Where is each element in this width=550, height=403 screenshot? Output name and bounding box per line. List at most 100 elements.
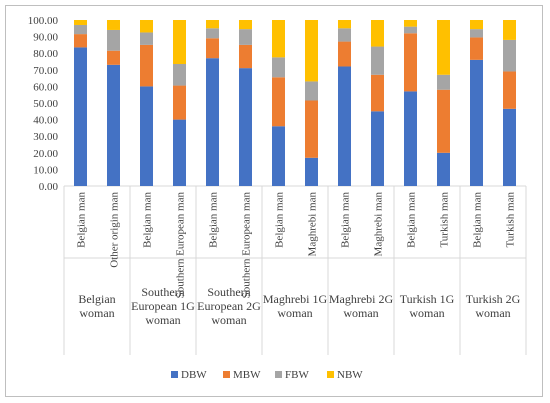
group-label: woman: [343, 306, 378, 320]
y-tick-label: 70.00: [33, 65, 58, 77]
bar-segment-fbw: [140, 32, 153, 45]
bar-segment-mbw: [272, 77, 285, 127]
group-label: woman: [409, 306, 444, 320]
bar-segment-nbw: [338, 20, 351, 29]
group-label: woman: [145, 313, 180, 327]
y-tick-label: 50.00: [33, 98, 58, 110]
bar-segment-fbw: [371, 46, 384, 75]
legend-label: FBW: [285, 369, 309, 381]
bar-segment-fbw: [206, 28, 219, 39]
group-label: Maghrebi 1G: [263, 292, 328, 306]
bar-segment-nbw: [239, 20, 252, 30]
bar-segment-nbw: [437, 20, 450, 75]
bar-segment-nbw: [140, 20, 153, 33]
y-tick-label: 100.00: [28, 15, 59, 27]
bar-segment-dbw: [437, 152, 450, 186]
bar-segment-fbw: [470, 29, 483, 38]
bar-category-label: Maghrebi man: [307, 192, 319, 257]
bar-category-label: Turkish man: [439, 192, 451, 248]
legend-swatch-fbw: [275, 371, 282, 378]
bar-segment-dbw: [239, 68, 252, 186]
bar-segment-nbw: [404, 20, 417, 27]
bar-segment-mbw: [338, 41, 351, 67]
bar-category-label: Belgian man: [208, 192, 220, 248]
bar-segment-dbw: [173, 119, 186, 186]
group-label: Turkish 2G: [466, 292, 521, 306]
bar-segment-dbw: [371, 111, 384, 186]
bar-category-label: Belgian man: [142, 192, 154, 248]
bar-segment-nbw: [371, 20, 384, 47]
bar-category-label: Other origin man: [109, 192, 121, 268]
legend-label: MBW: [233, 369, 261, 381]
bar-category-label: Belgian man: [406, 192, 418, 248]
legend-swatch-nbw: [327, 371, 334, 378]
bar-category-label: Turkish man: [505, 192, 517, 248]
bar-segment-dbw: [140, 86, 153, 186]
group-label: woman: [475, 306, 510, 320]
group-label: Southern: [207, 285, 250, 299]
bar-segment-mbw: [437, 89, 450, 153]
bar-segment-mbw: [305, 100, 318, 158]
group-label: Maghrebi 2G: [329, 292, 394, 306]
legend-label: DBW: [181, 369, 207, 381]
bar-category-label: Belgian man: [76, 192, 88, 248]
bar-category-label: Southern European man: [241, 192, 253, 299]
group-label: European 1G: [131, 299, 195, 313]
bar-segment-nbw: [206, 20, 219, 29]
bar-segment-dbw: [404, 91, 417, 186]
bar-segment-fbw: [272, 57, 285, 78]
bar-segment-mbw: [470, 37, 483, 60]
y-tick-label: 30.00: [33, 131, 58, 143]
bar-segment-fbw: [404, 26, 417, 34]
bar-segment-dbw: [470, 59, 483, 187]
bar-segment-dbw: [74, 47, 87, 186]
bar-segment-mbw: [404, 33, 417, 92]
bar-segment-mbw: [74, 34, 87, 48]
bar-category-label: Southern European man: [175, 192, 187, 299]
group-label: woman: [211, 313, 246, 327]
bar-segment-dbw: [107, 64, 120, 186]
bar-segment-dbw: [338, 66, 351, 186]
bar-segment-mbw: [371, 74, 384, 112]
bar-segment-mbw: [239, 44, 252, 69]
bar-segment-fbw: [74, 24, 87, 35]
bar-category-label: Belgian man: [472, 192, 484, 248]
bar-segment-mbw: [140, 44, 153, 87]
bar-segment-nbw: [74, 20, 87, 25]
bar-segment-fbw: [107, 29, 120, 51]
y-tick-label: 0.00: [39, 181, 59, 193]
bar-segment-nbw: [173, 20, 186, 64]
legend-label: NBW: [337, 369, 363, 381]
bar-segment-dbw: [305, 157, 318, 186]
bar-segment-nbw: [107, 20, 120, 30]
bar-segment-mbw: [503, 71, 516, 109]
legend-swatch-mbw: [223, 371, 230, 378]
bar-segment-fbw: [239, 29, 252, 45]
bar-segment-mbw: [173, 85, 186, 120]
y-tick-label: 20.00: [33, 148, 58, 160]
bar-segment-fbw: [503, 39, 516, 72]
bar-category-label: Belgian man: [274, 192, 286, 248]
y-tick-label: 80.00: [33, 48, 58, 60]
group-label: European 2G: [197, 299, 261, 313]
bar-segment-dbw: [503, 108, 516, 186]
group-label: woman: [79, 306, 114, 320]
y-tick-label: 40.00: [33, 115, 58, 127]
bar-category-label: Maghrebi man: [373, 192, 385, 257]
bar-segment-fbw: [437, 74, 450, 90]
y-tick-label: 60.00: [33, 81, 58, 93]
bar-category-label: Belgian man: [340, 192, 352, 248]
legend-swatch-dbw: [171, 371, 178, 378]
bar-segment-nbw: [305, 20, 318, 82]
bar-segment-nbw: [272, 20, 285, 58]
bar-segment-nbw: [470, 20, 483, 30]
bar-segment-mbw: [107, 50, 120, 65]
group-label: Belgian: [78, 292, 115, 306]
group-label: woman: [277, 306, 312, 320]
bar-segment-dbw: [272, 126, 285, 186]
bar-segment-fbw: [173, 63, 186, 86]
bar-segment-fbw: [338, 28, 351, 42]
bar-segment-nbw: [503, 20, 516, 40]
y-tick-label: 90.00: [33, 32, 58, 44]
